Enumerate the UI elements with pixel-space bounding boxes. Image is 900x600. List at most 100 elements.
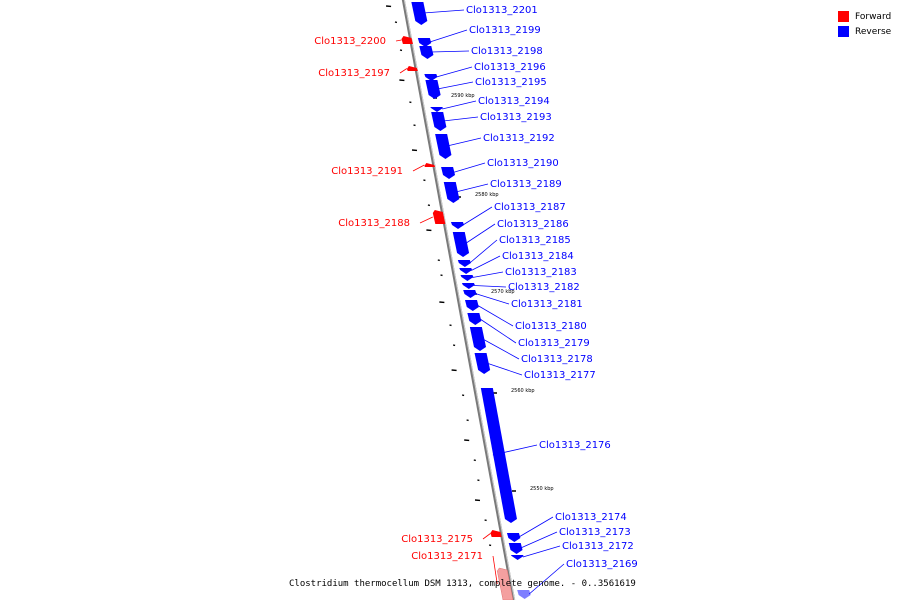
gene-feature	[424, 163, 436, 167]
gene-feature	[431, 112, 447, 131]
gene-leader-line	[447, 137, 482, 147]
gene-feature	[469, 327, 486, 351]
gene-leader-line	[464, 223, 496, 245]
gene-label: Clo1313_2191	[331, 166, 403, 177]
gene-leader-line	[518, 516, 554, 538]
gene-feature	[460, 275, 474, 281]
gene-feature	[435, 134, 452, 159]
gene-label: Clo1313_2194	[478, 96, 550, 107]
gene-leader-line	[412, 164, 425, 172]
gene-feature	[510, 555, 524, 560]
gene-leader-line	[423, 9, 465, 14]
kbp-tick-label: 2550 kbp	[530, 486, 554, 492]
gene-leader-line	[436, 66, 473, 78]
gene-label: Clo1313_2176	[539, 440, 611, 451]
gene-leader-line	[492, 444, 538, 456]
gene-feature	[401, 36, 413, 44]
gene-leader-line	[399, 68, 408, 74]
gene-feature	[406, 66, 418, 71]
genome-backbone-highlight	[403, 0, 516, 600]
gene-leader-line	[482, 533, 491, 540]
legend-label-forward: Forward	[855, 11, 892, 22]
gene-feature	[417, 38, 432, 47]
gene-label: Clo1313_2182	[508, 282, 580, 293]
kbp-tick-label: 2590 kbp	[451, 93, 475, 99]
gene-leader-line	[469, 239, 498, 264]
gene-leader-line	[471, 255, 501, 271]
map-title: Clostridium thermocellum DSM 1313, compl…	[289, 579, 636, 589]
gene-feature	[419, 46, 434, 59]
gene-feature	[430, 107, 443, 112]
gene-leader-line	[437, 81, 474, 90]
gene-label: Clo1313_2179	[518, 338, 590, 349]
gene-label: Clo1313_2192	[483, 133, 555, 144]
gene-feature	[465, 300, 479, 311]
gene-feature	[424, 74, 438, 81]
gene-feature	[411, 2, 428, 25]
gene-leader-line	[443, 116, 479, 122]
gene-label: Clo1313_2169	[566, 559, 638, 570]
gene-label: Clo1313_2186	[497, 219, 569, 230]
gene-label: Clo1313_2172	[562, 541, 634, 552]
gene-feature	[508, 543, 523, 554]
gene-leader-line	[528, 563, 565, 595]
gene-label: Clo1313_2197	[318, 68, 390, 79]
gene-label: Clo1313_2187	[494, 202, 566, 213]
gene-label: Clo1313_2173	[559, 527, 631, 538]
gene-feature	[517, 590, 531, 599]
gene-leader-line	[492, 555, 498, 585]
gene-label: Clo1313_2199	[469, 25, 541, 36]
gene-label: Clo1313_2181	[511, 299, 583, 310]
gene-label: Clo1313_2193	[480, 112, 552, 123]
gene-leader-line	[476, 304, 514, 327]
kbp-tick-label: 2570 kbp	[491, 289, 515, 295]
gene-label: Clo1313_2190	[487, 158, 559, 169]
gene-feature	[425, 80, 441, 99]
gene-label: Clo1313_2178	[521, 354, 593, 365]
gene-leader-line	[395, 39, 402, 42]
gene-leader-line	[475, 293, 510, 305]
kbp-tick-label: 2560 kbp	[511, 388, 535, 394]
gene-label: Clo1313_2198	[471, 46, 543, 57]
gene-label: Clo1313_2195	[475, 77, 547, 88]
gene-leader-line	[452, 162, 486, 173]
legend-swatch-forward	[838, 11, 849, 22]
gene-leader-line	[472, 271, 504, 278]
legend: Forward Reverse	[838, 9, 891, 39]
gene-feature	[452, 232, 470, 257]
gene-leader-line	[473, 285, 507, 288]
genome-backbone	[401, 0, 516, 600]
gene-label: Clo1313_2201	[466, 5, 538, 16]
gene-feature	[457, 260, 471, 267]
legend-swatch-reverse	[838, 26, 849, 37]
gene-feature	[467, 313, 482, 325]
gene-label: Clo1313_2189	[490, 179, 562, 190]
gene-leader-line	[479, 318, 517, 344]
gene-feature	[480, 388, 517, 523]
gene-leader-line	[522, 545, 561, 558]
gene-feature	[441, 167, 456, 179]
gene-feature	[459, 268, 473, 274]
gene-label: Clo1313_2188	[338, 218, 410, 229]
gene-label: Clo1313_2184	[502, 251, 574, 262]
gene-feature	[443, 182, 460, 203]
gene-leader-line	[429, 29, 468, 43]
legend-label-reverse: Reverse	[855, 26, 892, 37]
gene-leader-line	[431, 50, 470, 53]
gene-leader-line	[419, 216, 433, 224]
gene-leader-line	[442, 100, 477, 110]
gene-leader-line	[455, 183, 489, 193]
legend-item-reverse: Reverse	[838, 24, 891, 39]
gene-label: Clo1313_2183	[505, 267, 577, 278]
gene-feature	[461, 283, 475, 289]
gene-label: Clo1313_2196	[474, 62, 546, 73]
gene-label: Clo1313_2180	[515, 321, 587, 332]
gene-feature	[490, 530, 502, 537]
gene-label: Clo1313_2177	[524, 370, 596, 381]
kbp-tick-label: 2580 kbp	[475, 192, 499, 198]
gene-leader-line	[520, 531, 558, 549]
gene-feature	[463, 290, 477, 298]
gene-leader-line	[486, 362, 523, 376]
